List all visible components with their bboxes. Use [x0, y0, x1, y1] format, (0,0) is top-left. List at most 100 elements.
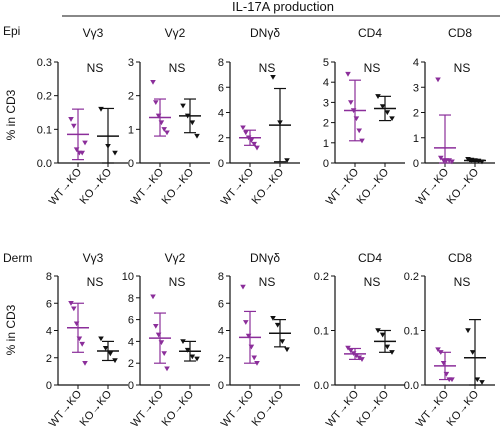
significance-label: NS: [169, 61, 186, 75]
data-point: [73, 147, 80, 153]
data-point: [164, 130, 170, 136]
panel-title: Vγ2: [165, 251, 186, 265]
y-tick-label: 0.2: [37, 91, 52, 103]
x-tick-label: KO→KO: [250, 388, 287, 429]
x-tick-label: KO→KO: [78, 166, 115, 207]
data-point: [73, 321, 80, 327]
data-point: [359, 357, 365, 362]
data-point: [353, 116, 360, 122]
y-tick-label: 0: [218, 158, 224, 170]
significance-label: NS: [259, 61, 276, 75]
panel-title: Vγ3: [83, 251, 104, 265]
x-tick-label: KO→KO: [78, 388, 115, 429]
data-point: [345, 345, 351, 351]
y-tick-label: 2: [413, 108, 419, 120]
data-point: [251, 355, 257, 361]
data-point: [284, 158, 290, 164]
y-tick-label: 2: [128, 91, 134, 103]
data-point: [184, 113, 191, 119]
y-tick-label: 8: [46, 271, 52, 283]
data-point: [389, 116, 395, 122]
y-tick-label: 3: [413, 82, 419, 94]
y-tick-label: 4: [413, 57, 419, 69]
y-tick-label: 0.0: [404, 380, 419, 392]
data-point: [68, 117, 74, 122]
panel-title: Vγ2: [165, 26, 186, 40]
data-point: [438, 155, 444, 161]
data-point: [240, 125, 246, 131]
panel-title: CD8: [448, 251, 472, 265]
data-point: [189, 120, 196, 126]
y-tick-label: 0.0: [37, 158, 52, 170]
data-point: [184, 347, 191, 353]
y-tick-label: 6: [218, 298, 224, 310]
data-point: [479, 159, 485, 165]
data-point: [359, 138, 365, 144]
panel-title: CD8: [448, 26, 472, 40]
data-point: [194, 356, 200, 362]
panel-title: CD4: [358, 251, 382, 265]
data-point: [245, 135, 252, 141]
y-tick-label: 6: [128, 315, 134, 327]
figure-header: IL-17A production: [232, 0, 334, 14]
y-tick-label: 6: [218, 82, 224, 94]
y-tick-label: 10: [122, 271, 134, 283]
y-tick-label: 0.0: [314, 380, 329, 392]
data-point: [79, 150, 85, 156]
data-point: [240, 284, 246, 290]
data-point: [479, 380, 485, 385]
data-point: [375, 94, 381, 99]
data-point: [440, 361, 447, 366]
y-tick-label: 1: [323, 138, 329, 150]
x-tick-label: KO→KO: [445, 388, 482, 429]
y-tick-label: 2: [128, 358, 134, 370]
data-point: [379, 104, 386, 110]
data-point: [161, 127, 167, 132]
data-point: [164, 366, 170, 372]
y-tick-label: 0.2: [314, 271, 329, 283]
data-point: [68, 301, 74, 306]
data-point: [379, 332, 386, 338]
data-point: [446, 158, 452, 164]
y-tick-label: 1: [128, 124, 134, 136]
y-axis-label-derm: % in CD3: [4, 304, 18, 355]
data-point: [150, 80, 156, 85]
data-point: [248, 138, 255, 143]
y-tick-label: 0: [218, 380, 224, 392]
data-point: [254, 145, 260, 151]
y-tick-label: 0: [128, 380, 134, 392]
panel-title: DNγδ: [250, 251, 280, 265]
panel-title: DNγδ: [250, 26, 280, 40]
data-point: [107, 351, 114, 357]
data-point: [153, 323, 159, 329]
y-tick-label: 0: [128, 158, 134, 170]
significance-label: NS: [87, 275, 104, 289]
panel-title: CD4: [358, 26, 382, 40]
x-tick-label: KO→KO: [355, 388, 392, 429]
data-point: [350, 108, 357, 114]
significance-label: NS: [259, 275, 276, 289]
y-tick-label: 2: [46, 353, 52, 365]
data-point: [153, 100, 159, 105]
data-point: [435, 77, 441, 83]
row-label-derm: Derm: [3, 251, 32, 265]
data-point: [71, 123, 77, 129]
y-tick-label: 4: [323, 77, 329, 89]
data-point: [465, 328, 471, 334]
y-tick-label: 5: [323, 57, 329, 69]
data-point: [189, 354, 196, 360]
y-tick-label: 4: [218, 108, 224, 120]
x-tick-label: KO→KO: [445, 166, 482, 207]
data-point: [356, 128, 362, 134]
data-point: [270, 74, 276, 80]
y-tick-label: 6: [46, 298, 52, 310]
data-point: [449, 159, 455, 165]
data-point: [348, 100, 354, 105]
data-point: [435, 347, 441, 353]
x-tick-label: KO→KO: [160, 388, 197, 429]
data-point: [384, 110, 391, 116]
